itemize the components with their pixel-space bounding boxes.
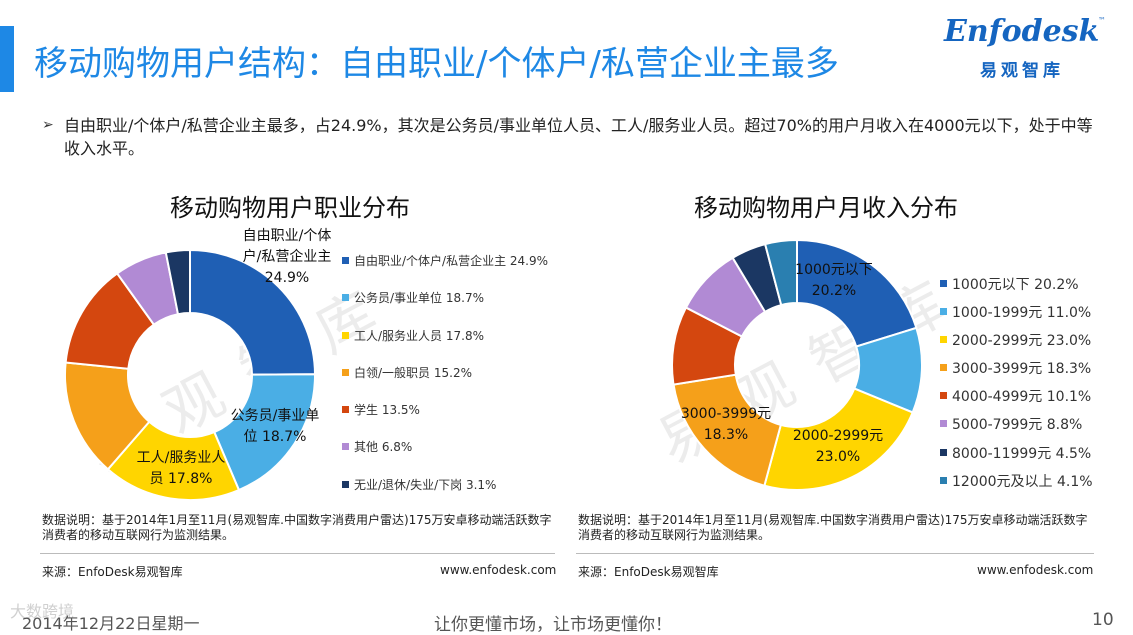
income-legend: 1000元以下 20.2% 1000-1999元 11.0% 2000-2999元 … <box>940 274 1093 499</box>
legend-item-1-2: 2000-2999元 23.0% <box>940 330 1093 358</box>
slice-label-line: 员 17.8% <box>149 471 213 487</box>
legend-swatch <box>940 392 947 400</box>
legend-label: 2000-2999元 23.0% <box>952 333 1092 350</box>
source-right: 来源：EnfoDesk易观智库 <box>578 565 719 579</box>
legend-label: 4000-4999元 10.1% <box>952 389 1092 406</box>
title-accent-bar <box>0 26 14 92</box>
income-donut-chart <box>671 238 923 491</box>
slice-label-line: 公务员/事业单 <box>230 408 320 424</box>
slice-label-value: 18.3% <box>703 427 749 443</box>
income-slice-label-3: 3000-3999元 18.3% <box>676 404 776 446</box>
legend-swatch <box>940 420 947 428</box>
donut-slice-1-3 <box>672 373 783 487</box>
slice-label-line: 户/私营企业主 <box>242 249 332 265</box>
footer-slogan: 让你更懂市场，让市场更懂你！ <box>434 615 672 635</box>
slice-label-line: 3000-3999元 <box>680 406 772 422</box>
legend-item-1-4: 4000-4999元 10.1% <box>940 386 1093 414</box>
slice-label-line: 位 18.7% <box>243 429 307 445</box>
data-note-right: 数据说明：基于2014年1月至11月(易观智库.中国数字消费用户雷达)175万安… <box>578 513 1088 542</box>
legend-label: 8000-11999元 4.5% <box>952 445 1092 462</box>
legend-swatch <box>342 443 349 451</box>
legend-item-0-5: 其他 6.8% <box>342 438 548 475</box>
donut-slice-1-0 <box>796 238 918 348</box>
slice-label-value: 24.9% <box>264 270 310 286</box>
legend-label: 其他 6.8% <box>354 440 413 455</box>
divider-left <box>40 553 555 554</box>
donut-slice-0-6 <box>164 248 191 316</box>
legend-swatch <box>940 308 947 316</box>
legend-item-0-1: 公务员/事业单位 18.7% <box>342 289 548 326</box>
slice-label-value: 23.0% <box>815 449 861 465</box>
legend-item-1-1: 1000-1999元 11.0% <box>940 302 1093 330</box>
legend-item-1-7: 12000元及以上 4.1% <box>940 471 1093 499</box>
logo-trademark: ™ <box>1098 16 1106 25</box>
legend-label: 白领/一般职员 15.2% <box>354 365 472 380</box>
legend-label: 无业/退休/失业/下岗 3.1% <box>354 477 497 492</box>
legend-swatch <box>342 368 349 376</box>
legend-swatch <box>342 406 349 414</box>
slice-label-line: 1000元以下 <box>795 262 873 278</box>
legend-swatch <box>342 480 349 488</box>
slice-label-line: 2000-2999元 <box>792 428 884 444</box>
slice-label-line: 工人/服务业人 <box>136 450 226 466</box>
legend-item-1-6: 8000-11999元 4.5% <box>940 443 1093 471</box>
legend-item-1-5: 5000-7999元 8.8% <box>940 414 1093 442</box>
legend-label: 学生 13.5% <box>354 403 420 418</box>
slice-label-value: 20.2% <box>811 283 857 299</box>
occupation-chart-title: 移动购物用户职业分布 <box>170 194 410 222</box>
legend-item-0-4: 学生 13.5% <box>342 401 548 438</box>
legend-label: 5000-7999元 8.8% <box>952 417 1083 434</box>
legend-swatch <box>940 280 947 287</box>
legend-swatch <box>342 257 349 264</box>
occupation-slice-label-3: 工人/服务业人 员 17.8% <box>126 448 236 490</box>
legend-item-1-3: 3000-3999元 18.3% <box>940 358 1093 386</box>
donut-slice-1-7 <box>763 238 798 307</box>
income-slice-label-2: 2000-2999元 23.0% <box>788 426 888 468</box>
website-link-left[interactable]: www.enfodesk.com <box>440 563 557 577</box>
slice-label-line: 自由职业/个体 <box>242 228 332 244</box>
legend-swatch <box>940 476 947 484</box>
page-title: 移动购物用户结构：自由职业/个体户/私营企业主最多 <box>34 44 839 84</box>
occupation-donut-chart <box>64 248 317 501</box>
legend-item-1-0: 1000元以下 20.2% <box>940 274 1093 302</box>
summary-text: 自由职业/个体户/私营企业主最多，占24.9%，其次是公务员/事业单位人员、工人… <box>64 116 1093 158</box>
donut-slice-0-0 <box>189 248 317 376</box>
corner-watermark: 大数跨境 <box>10 602 75 621</box>
legend-swatch <box>940 364 947 372</box>
occupation-slice-label-2: 公务员/事业单 位 18.7% <box>220 406 330 448</box>
legend-swatch <box>342 331 349 339</box>
legend-label: 自由职业/个体户/私营企业主 24.9% <box>354 254 549 268</box>
legend-item-0-0: 自由职业/个体户/私营企业主 24.9% <box>342 252 548 289</box>
legend-label: 1000元以下 20.2% <box>952 277 1079 293</box>
footer-date: 2014年12月22日星期一 <box>22 614 200 633</box>
legend-label: 12000元及以上 4.1% <box>952 473 1093 490</box>
divider-right <box>576 553 1094 554</box>
legend-swatch <box>342 294 349 302</box>
website-link-right[interactable]: www.enfodesk.com <box>977 563 1094 577</box>
legend-item-0-2: 工人/服务业人员 17.8% <box>342 327 548 364</box>
logo-text: Enfodesk <box>944 14 1100 49</box>
legend-label: 3000-3999元 18.3% <box>952 361 1092 378</box>
donut-slice-1-2 <box>763 387 914 491</box>
enfodesk-logo: Enfodesk ™ 易观智库 <box>944 14 1114 84</box>
legend-label: 公务员/事业单位 18.7% <box>354 291 484 306</box>
legend-swatch <box>940 448 947 456</box>
occupation-slice-label-1: 自由职业/个体 户/私营企业主 24.9% <box>232 226 342 289</box>
legend-swatch <box>940 336 947 344</box>
legend-label: 工人/服务业人员 17.8% <box>354 328 484 343</box>
data-note-left: 数据说明：基于2014年1月至11月(易观智库.中国数字消费用户雷达)175万安… <box>42 513 552 542</box>
logo-chinese-text: 易观智库 <box>980 61 1064 81</box>
income-slice-label-1: 1000元以下 20.2% <box>784 260 884 302</box>
occupation-legend: 自由职业/个体户/私营企业主 24.9% 公务员/事业单位 18.7% 工人/服务业… <box>342 252 548 513</box>
bullet-arrow-icon: ➢ <box>42 117 54 133</box>
donut-slice-0-2 <box>106 420 241 501</box>
legend-label: 1000-1999元 11.0% <box>952 305 1092 322</box>
income-chart-title: 移动购物用户月收入分布 <box>694 194 958 222</box>
legend-item-0-6: 无业/退休/失业/下岗 3.1% <box>342 476 548 513</box>
legend-item-0-3: 白领/一般职员 15.2% <box>342 364 548 401</box>
page-number: 10 <box>1092 610 1114 630</box>
source-left: 来源：EnfoDesk易观智库 <box>42 565 183 579</box>
